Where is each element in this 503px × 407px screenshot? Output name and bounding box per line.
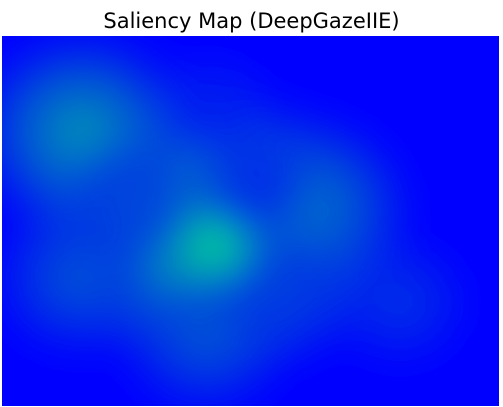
heatmap-hotspot [329,238,470,366]
heatmap-svg [2,36,499,406]
chart-title: Saliency Map (DeepGazeIIE) [0,7,503,35]
heatmap-hotspot [182,122,318,246]
heatmap-plot-area [2,36,499,406]
